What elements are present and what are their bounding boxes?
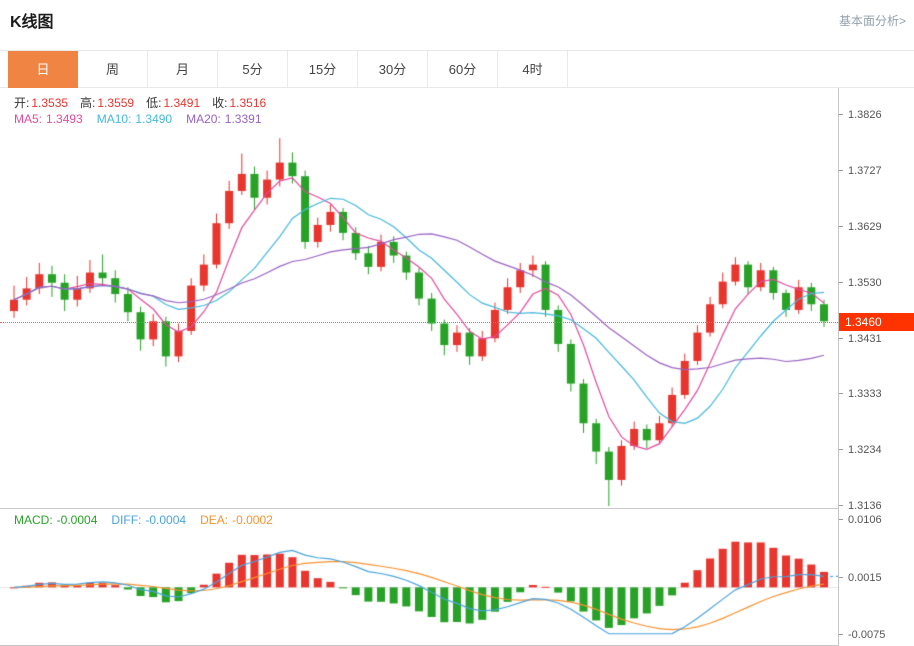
current-price-line (0, 322, 838, 323)
ma20-legend-item: MA20: 1.3391 (186, 112, 261, 126)
ma5-legend-item: MA5: 1.3493 (14, 112, 83, 126)
price-axis-label: 1.3727 (839, 165, 882, 177)
price-axis-label: 1.3431 (839, 333, 882, 345)
dea-label: DEA: (200, 513, 229, 527)
low-value: 1.3491 (163, 96, 201, 110)
macd-legend-item: MACD: -0.0004 (14, 513, 97, 527)
dea-value: -0.0002 (232, 513, 273, 527)
panel-divider (0, 508, 914, 509)
tab-15min[interactable]: 15分 (288, 51, 358, 88)
price-axis-label: 1.3826 (839, 109, 882, 121)
tab-60min[interactable]: 60分 (428, 51, 498, 88)
ma20-label: MA20: (186, 112, 221, 126)
ma10-legend-item: MA10: 1.3490 (97, 112, 172, 126)
price-axis-label: 1.3333 (839, 388, 882, 400)
close-label: 收: (212, 96, 228, 110)
chart-area: 开: 1.3535 高: 1.3559 低: 1.3491 收: 1.3516 MA5: 1.3… (0, 88, 914, 646)
current-price-badge: 1.3460 (839, 313, 914, 331)
low-label: 低: (146, 96, 162, 110)
macd-legend: MACD: -0.0004 DIFF: -0.0004 DEA: -0.0002 (14, 513, 287, 527)
macd-axis-label: 0.0106 (839, 514, 882, 526)
close-value: 1.3516 (229, 96, 267, 110)
high-value: 1.3559 (97, 96, 135, 110)
tab-4hour[interactable]: 4时 (498, 51, 568, 88)
tab-month[interactable]: 月 (148, 51, 218, 88)
timeframe-tabbar: 日 周 月 5分 15分 30分 60分 4时 (0, 50, 914, 88)
open-value: 1.3535 (31, 96, 69, 110)
ohlc-legend: 开: 1.3535 高: 1.3559 低: 1.3491 收: 1.3516 (14, 94, 278, 111)
tab-30min[interactable]: 30分 (358, 51, 428, 88)
tab-5min[interactable]: 5分 (218, 51, 288, 88)
tab-day[interactable]: 日 (8, 51, 78, 88)
price-axis-label: 1.3234 (839, 444, 882, 456)
diff-legend-item: DIFF: -0.0004 (111, 513, 186, 527)
high-label: 高: (80, 96, 96, 110)
ma5-label: MA5: (14, 112, 43, 126)
macd-label: MACD: (14, 513, 53, 527)
ma20-value: 1.3391 (224, 112, 262, 126)
page-title: K线图 (10, 14, 54, 31)
module-header: K线图 基本面分析> (0, 0, 914, 50)
price-axis-label: 1.3530 (839, 277, 882, 289)
price-axis-label: 1.3629 (839, 221, 882, 233)
diff-label: DIFF: (111, 513, 142, 527)
macd-axis-label: -0.0075 (839, 629, 885, 641)
macd-value: -0.0004 (56, 513, 98, 527)
ma10-label: MA10: (96, 112, 132, 126)
diff-value: -0.0004 (145, 513, 187, 527)
macd-axis-label: 0.0015 (839, 572, 882, 584)
tab-week[interactable]: 周 (78, 51, 148, 88)
price-axis: 1.3826 1.3727 1.3629 1.3530 1.3431 1.333… (838, 88, 914, 646)
ma5-value: 1.3493 (46, 112, 83, 126)
price-axis-label: 1.3136 (839, 500, 882, 512)
ma-legend: MA5: 1.3493 MA10: 1.3490 MA20: 1.3391 (14, 112, 276, 126)
fundamental-analysis-link[interactable]: 基本面分析> (838, 14, 906, 28)
ma10-value: 1.3490 (135, 112, 173, 126)
price-chart-canvas[interactable] (0, 88, 838, 508)
open-label: 开: (14, 96, 30, 110)
dea-legend-item: DEA: -0.0002 (200, 513, 273, 527)
macd-chart-canvas[interactable] (0, 508, 838, 646)
